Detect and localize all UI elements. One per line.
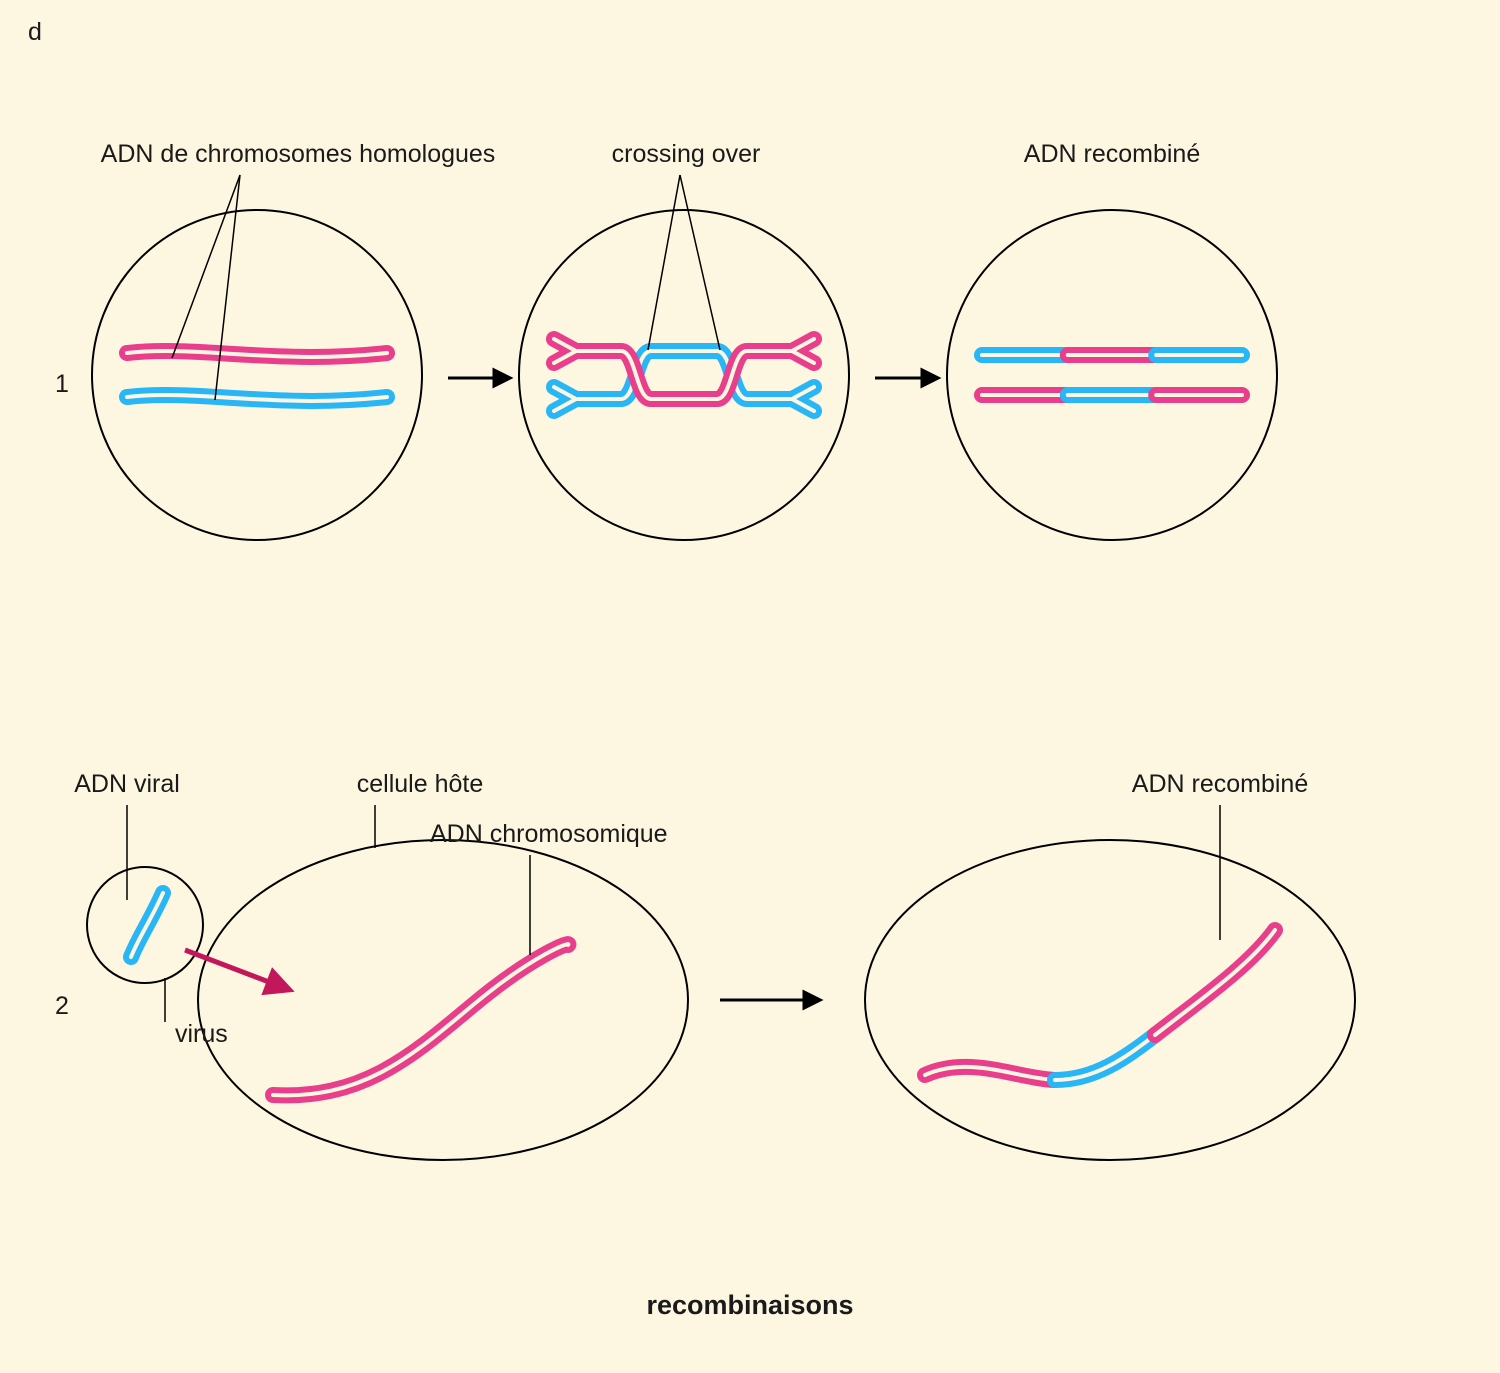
label-recombined-1: ADN recombiné [1024, 140, 1200, 169]
host-cell-2 [865, 840, 1355, 1160]
dna-crossing-over [554, 339, 814, 411]
diagram-title: recombinaisons [646, 1290, 853, 1321]
viral-dna [131, 893, 163, 957]
cell-circle-row1-1 [92, 210, 422, 540]
diagram-canvas [0, 0, 1500, 1373]
leader-line [648, 175, 680, 350]
chromosomal-dna [273, 944, 568, 1095]
row2-number: 2 [55, 992, 69, 1021]
label-recombined-2: ADN recombiné [1132, 770, 1308, 799]
label-homologous: ADN de chromosomes homologues [101, 140, 496, 169]
figure-letter: d [28, 18, 42, 47]
host-cell-1 [198, 840, 688, 1160]
label-crossing-over: crossing over [612, 140, 761, 169]
cell-circle-row1-3 [947, 210, 1277, 540]
recombined-dna-row2 [925, 930, 1275, 1080]
row1-number: 1 [55, 370, 69, 399]
label-host-cell: cellule hôte [357, 770, 483, 799]
label-chromosomal-dna: ADN chromosomique [430, 820, 668, 849]
label-viral-dna: ADN viral [74, 770, 180, 799]
cell-circle-row1-2 [519, 210, 849, 540]
leader-line [680, 175, 720, 350]
arrow-virus-injection [185, 950, 290, 990]
dna-homologous [127, 351, 387, 401]
label-virus: virus [175, 1020, 228, 1049]
